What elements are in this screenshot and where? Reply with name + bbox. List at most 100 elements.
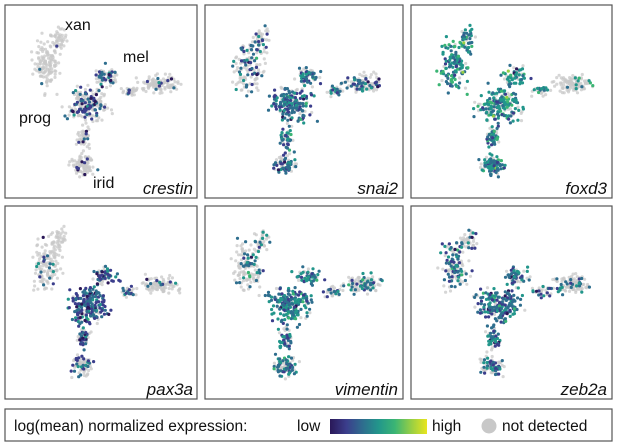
cell-dot-expressed bbox=[513, 107, 518, 111]
cell-dot-expressed bbox=[512, 280, 517, 284]
cell-dot-expressed bbox=[565, 85, 570, 89]
cell-dot-expressed bbox=[282, 335, 286, 339]
cell-dot-not-detected bbox=[339, 284, 343, 288]
cell-dot-not-detected bbox=[79, 114, 83, 118]
cell-dot-expressed bbox=[463, 45, 467, 49]
cell-dot-expressed bbox=[245, 58, 249, 62]
cell-dot-expressed bbox=[355, 87, 359, 91]
cell-dot-expressed bbox=[311, 75, 315, 79]
cell-dot-expressed bbox=[106, 269, 110, 273]
cell-dot-not-detected bbox=[41, 67, 45, 71]
cell-dot-expressed bbox=[363, 282, 367, 286]
cell-dot-expressed bbox=[479, 94, 483, 98]
cell-dot-expressed bbox=[80, 102, 84, 106]
cell-dot-expressed bbox=[479, 296, 483, 300]
cell-dot-not-detected bbox=[54, 63, 58, 67]
cell-dot-expressed bbox=[343, 80, 347, 84]
cell-dot-not-detected bbox=[72, 164, 76, 168]
cell-dot-expressed bbox=[254, 65, 259, 69]
cell-dot-not-detected bbox=[44, 66, 48, 70]
cell-dot-not-detected bbox=[497, 140, 501, 144]
cell-dot-expressed bbox=[283, 102, 287, 106]
cell-dot-expressed bbox=[514, 98, 518, 102]
cell-dot-expressed bbox=[127, 91, 131, 95]
cell-dot-expressed bbox=[308, 307, 312, 311]
cell-dot-expressed bbox=[490, 312, 494, 316]
cell-dot-expressed bbox=[470, 235, 474, 239]
cell-dot-not-detected bbox=[471, 243, 475, 247]
cell-dot-expressed bbox=[512, 307, 516, 311]
cell-dot-expressed bbox=[96, 168, 100, 172]
cell-dot-expressed bbox=[496, 175, 500, 179]
cell-dot-not-detected bbox=[144, 89, 148, 94]
cell-dot-not-detected bbox=[154, 276, 159, 280]
cell-dot-expressed bbox=[460, 245, 464, 249]
cell-dot-not-detected bbox=[498, 361, 502, 365]
cell-dot-expressed bbox=[80, 354, 84, 358]
cell-dot-not-detected bbox=[243, 75, 247, 79]
cell-dot-expressed bbox=[51, 262, 55, 266]
cell-dot-not-detected bbox=[555, 76, 559, 80]
cell-dot-expressed bbox=[342, 284, 346, 288]
cell-dot-not-detected bbox=[569, 79, 573, 83]
cell-dot-expressed bbox=[296, 275, 300, 279]
cell-dot-expressed bbox=[260, 74, 264, 78]
cell-dot-expressed bbox=[518, 68, 523, 72]
cell-dot-expressed bbox=[281, 359, 285, 363]
cell-dot-not-detected bbox=[32, 279, 37, 283]
cell-dot-expressed bbox=[487, 315, 491, 319]
cell-dot-expressed bbox=[79, 99, 83, 103]
cell-dot-expressed bbox=[288, 305, 292, 309]
cell-dot-not-detected bbox=[262, 69, 266, 73]
cell-dot-expressed bbox=[81, 326, 85, 330]
cell-dot-expressed bbox=[356, 78, 360, 83]
cell-dot-not-detected bbox=[81, 149, 85, 153]
cell-dot-expressed bbox=[490, 339, 494, 343]
cell-dot-expressed bbox=[85, 316, 89, 320]
cell-dot-not-detected bbox=[262, 239, 266, 244]
cell-dot-not-detected bbox=[74, 142, 78, 146]
cell-dot-not-detected bbox=[582, 87, 586, 91]
cell-dot-expressed bbox=[445, 258, 449, 262]
cell-dot-expressed bbox=[296, 119, 300, 123]
cell-dot-expressed bbox=[287, 167, 291, 172]
cell-dot-not-detected bbox=[357, 287, 361, 291]
cell-dot-expressed bbox=[304, 72, 309, 76]
cell-dot-not-detected bbox=[86, 83, 90, 87]
cell-dot-expressed bbox=[92, 308, 96, 312]
cell-dot-not-detected bbox=[237, 271, 242, 275]
cell-dot-expressed bbox=[127, 291, 131, 295]
cell-dot-not-detected bbox=[525, 276, 529, 280]
cell-dot-expressed bbox=[250, 82, 254, 87]
cell-dot-expressed bbox=[352, 292, 356, 296]
cell-dot-not-detected bbox=[99, 95, 103, 99]
cell-dot-expressed bbox=[444, 66, 448, 70]
cell-dot-expressed bbox=[253, 240, 258, 244]
cell-dot-expressed bbox=[576, 79, 580, 83]
cell-dot-expressed bbox=[539, 292, 543, 296]
cell-dot-expressed bbox=[250, 56, 254, 60]
cell-dot-not-detected bbox=[331, 284, 335, 288]
cell-dot-expressed bbox=[471, 231, 475, 235]
cell-dot-expressed bbox=[508, 85, 512, 89]
cell-dot-expressed bbox=[89, 314, 93, 318]
cell-dot-expressed bbox=[463, 278, 467, 283]
cell-dot-not-detected bbox=[169, 83, 173, 88]
cell-dot-expressed bbox=[366, 80, 370, 84]
cell-dot-expressed bbox=[545, 88, 550, 92]
cell-dot-not-detected bbox=[73, 159, 77, 163]
cell-dot-not-detected bbox=[33, 284, 37, 288]
cell-dot-expressed bbox=[272, 95, 276, 99]
cell-dot-expressed bbox=[293, 91, 297, 95]
cell-dot-not-detected bbox=[256, 274, 260, 279]
cell-dot-not-detected bbox=[53, 272, 57, 277]
cell-dot-expressed bbox=[559, 282, 563, 287]
cell-dot-expressed bbox=[127, 288, 131, 292]
cell-dot-expressed bbox=[81, 336, 85, 340]
cell-dot-expressed bbox=[231, 64, 235, 68]
cell-dot-not-detected bbox=[167, 75, 171, 80]
cell-dot-not-detected bbox=[478, 357, 482, 361]
cell-dot-not-detected bbox=[235, 244, 239, 248]
cell-dot-expressed bbox=[479, 302, 483, 306]
cell-dot-not-detected bbox=[372, 70, 376, 74]
